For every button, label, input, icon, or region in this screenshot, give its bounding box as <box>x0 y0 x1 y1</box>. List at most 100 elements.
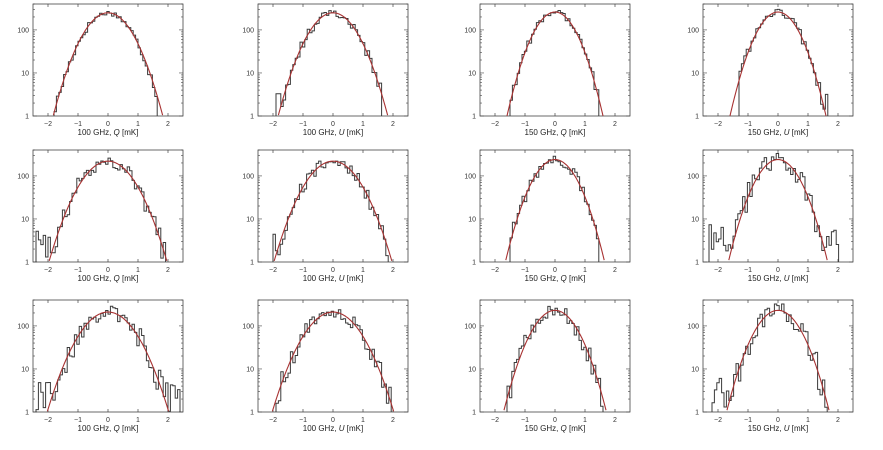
x-tick-label: 0 <box>776 121 780 128</box>
x-tick-label: 2 <box>836 121 840 128</box>
y-tick-label: 10 <box>21 216 29 223</box>
x-tick-label: −2 <box>44 121 52 128</box>
y-tick-label: 10 <box>468 366 476 373</box>
y-tick-label: 10 <box>246 70 254 77</box>
x-tick-label: −2 <box>714 267 722 274</box>
x-tick-label: −2 <box>714 417 722 424</box>
histogram-series <box>35 157 167 262</box>
x-tick-label: −1 <box>299 121 307 128</box>
x-tick-label: 1 <box>583 267 587 274</box>
x-tick-label: 0 <box>776 417 780 424</box>
x-axis-label: 150 GHz, Q [mK] <box>524 274 586 283</box>
y-tick-label: 10 <box>21 70 29 77</box>
x-tick-label: −1 <box>744 417 752 424</box>
y-tick-label: 100 <box>464 173 476 180</box>
x-tick-label: 1 <box>361 417 365 424</box>
histogram-panel: −2 −1 0 1 2 1 10 100 150 GHz, U [mK] <box>673 3 863 152</box>
histogram-plot: −2 −1 0 1 2 1 10 100 <box>687 299 854 424</box>
x-tick-label: −1 <box>299 417 307 424</box>
y-tick-label: 1 <box>695 260 699 267</box>
x-axis-label: 150 GHz, Q [mK] <box>524 424 586 433</box>
x-axis-label: 150 GHz, U [mK] <box>747 274 809 283</box>
histogram-panel: −2 −1 0 1 2 1 10 100 100 GHz, Q [mK] <box>3 3 193 152</box>
histogram-series <box>708 153 840 262</box>
x-tick-label: 1 <box>136 417 140 424</box>
histogram-panel: −2 −1 0 1 2 1 10 100 100 GHz, U [mK] <box>228 299 418 448</box>
y-tick-label: 100 <box>17 173 29 180</box>
y-tick-label: 1 <box>250 260 254 267</box>
plot-frame <box>479 299 631 413</box>
gaussian-fit-curve <box>506 11 604 117</box>
x-axis-label: 100 GHz, U [mK] <box>302 128 364 137</box>
gaussian-fit-curve <box>503 309 607 411</box>
y-tick-label: 100 <box>242 27 254 34</box>
histogram-plot: −2 −1 0 1 2 1 10 100 <box>464 3 631 128</box>
x-tick-label: 0 <box>331 121 335 128</box>
histogram-series <box>272 160 389 262</box>
x-tick-label: 0 <box>553 267 557 274</box>
x-tick-label: −2 <box>491 267 499 274</box>
histogram-panel: −2 −1 0 1 2 1 10 100 100 GHz, U [mK] <box>228 149 418 298</box>
y-tick-label: 100 <box>17 323 29 330</box>
plot-frame <box>702 299 854 413</box>
x-axis-label: 150 GHz, U [mK] <box>747 128 809 137</box>
x-tick-label: 1 <box>583 121 587 128</box>
x-tick-label: 0 <box>331 417 335 424</box>
x-tick-label: 2 <box>166 417 170 424</box>
y-tick-label: 100 <box>242 173 254 180</box>
histogram-plot: −2 −1 0 1 2 1 10 100 <box>242 299 409 424</box>
y-tick-label: 1 <box>472 260 476 267</box>
x-tick-label: 1 <box>583 417 587 424</box>
x-tick-label: −1 <box>744 121 752 128</box>
y-tick-label: 1 <box>472 114 476 121</box>
y-tick-label: 10 <box>691 216 699 223</box>
x-tick-label: 2 <box>613 121 617 128</box>
histogram-panel: −2 −1 0 1 2 1 10 100 150 GHz, Q [mK] <box>450 3 640 152</box>
x-tick-label: −2 <box>269 417 277 424</box>
x-tick-label: 1 <box>361 267 365 274</box>
histogram-series <box>35 305 181 412</box>
y-tick-label: 100 <box>687 27 699 34</box>
x-tick-label: 2 <box>391 267 395 274</box>
gaussian-fit-curve <box>729 11 827 117</box>
histogram-plot: −2 −1 0 1 2 1 10 100 <box>17 3 184 128</box>
x-tick-label: 1 <box>136 267 140 274</box>
x-tick-label: −1 <box>74 267 82 274</box>
x-tick-label: 2 <box>613 417 617 424</box>
x-tick-label: 0 <box>106 267 110 274</box>
x-tick-label: −2 <box>269 267 277 274</box>
x-tick-label: −2 <box>714 121 722 128</box>
y-tick-label: 10 <box>246 366 254 373</box>
histogram-series <box>506 305 604 412</box>
x-tick-label: −2 <box>44 267 52 274</box>
x-axis-label: 150 GHz, U [mK] <box>747 424 809 433</box>
x-tick-label: −1 <box>521 121 529 128</box>
x-tick-label: 0 <box>106 417 110 424</box>
y-tick-label: 1 <box>250 410 254 417</box>
plot-frame <box>479 3 631 117</box>
x-tick-label: 0 <box>331 267 335 274</box>
histogram-panel: −2 −1 0 1 2 1 10 100 100 GHz, Q [mK] <box>3 149 193 298</box>
y-tick-label: 10 <box>246 216 254 223</box>
y-tick-label: 1 <box>25 410 29 417</box>
x-axis-label: 100 GHz, Q [mK] <box>77 128 139 137</box>
histogram-panel: −2 −1 0 1 2 1 10 100 150 GHz, Q [mK] <box>450 299 640 448</box>
x-tick-label: 1 <box>806 121 810 128</box>
gaussian-fit-curve <box>46 311 170 412</box>
histogram-series <box>275 309 392 412</box>
y-tick-label: 100 <box>17 27 29 34</box>
x-tick-label: 2 <box>613 267 617 274</box>
y-tick-label: 100 <box>464 323 476 330</box>
x-tick-label: −2 <box>491 417 499 424</box>
x-tick-label: −1 <box>744 267 752 274</box>
x-tick-label: −2 <box>44 417 52 424</box>
histogram-plot: −2 −1 0 1 2 1 10 100 <box>242 149 409 274</box>
histogram-plot: −2 −1 0 1 2 1 10 100 <box>17 299 184 424</box>
histogram-plot: −2 −1 0 1 2 1 10 100 <box>464 299 631 424</box>
y-tick-label: 10 <box>691 70 699 77</box>
histogram-plot: −2 −1 0 1 2 1 10 100 <box>687 149 854 274</box>
x-tick-label: −1 <box>74 121 82 128</box>
plot-frame <box>32 3 184 117</box>
x-tick-label: 0 <box>553 417 557 424</box>
